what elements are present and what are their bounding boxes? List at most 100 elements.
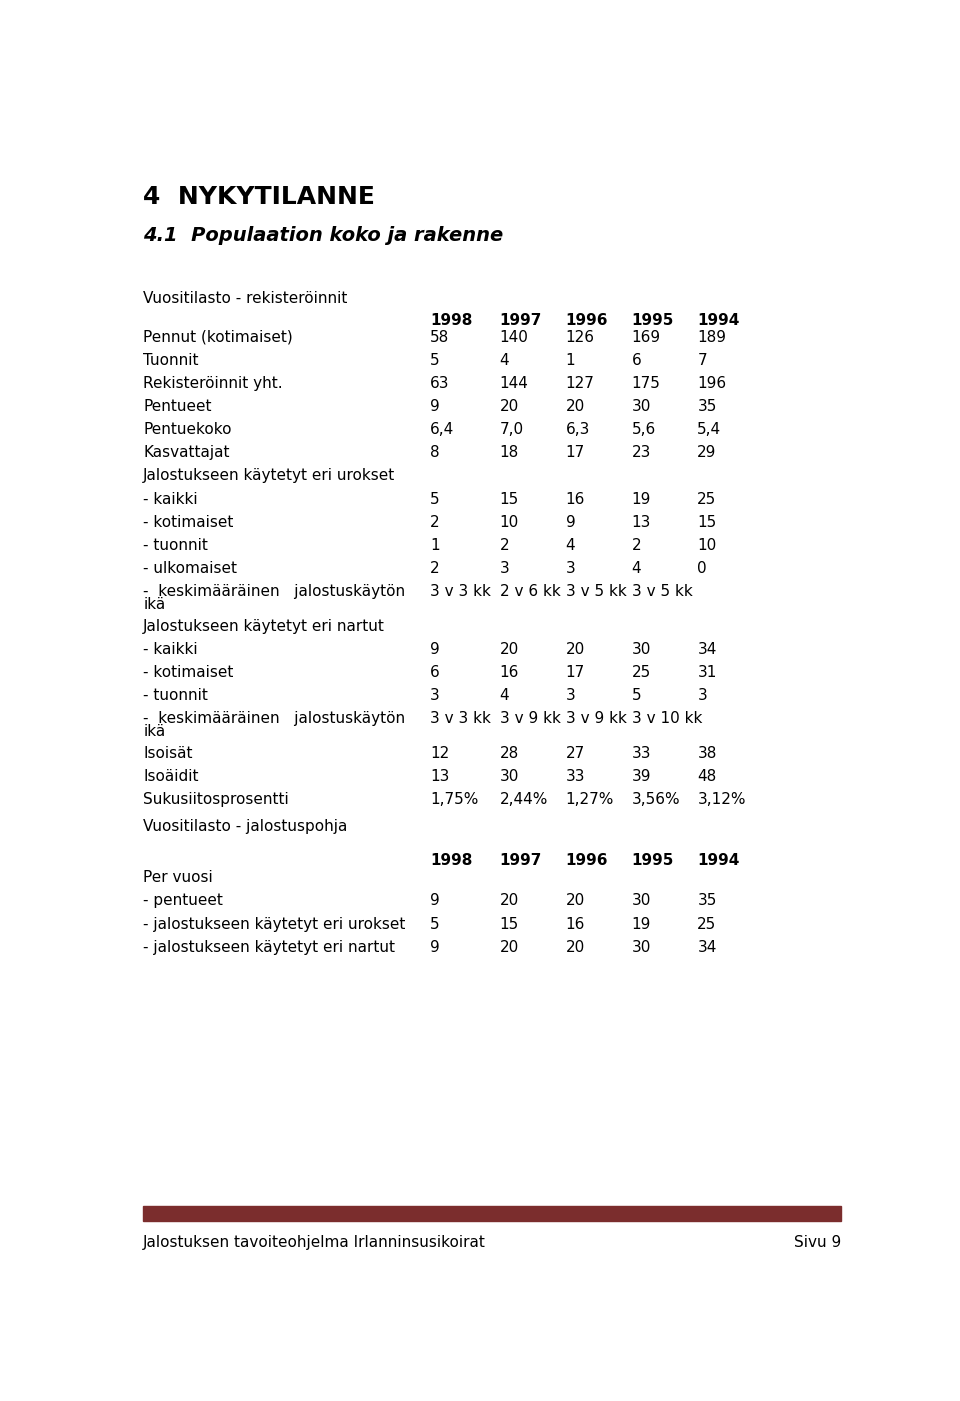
Text: Sukusiitosprosentti: Sukusiitosprosentti [143, 792, 289, 807]
Text: 2,44%: 2,44% [500, 792, 548, 807]
Text: -  keskimääräinen   jalostuskäytön: - keskimääräinen jalostuskäytön [143, 710, 405, 726]
Text: 196: 196 [697, 375, 727, 391]
Text: 30: 30 [500, 769, 519, 783]
Text: 169: 169 [632, 329, 660, 345]
Text: 10: 10 [500, 514, 519, 530]
Text: 29: 29 [697, 446, 717, 461]
Text: 58: 58 [430, 329, 449, 345]
Text: 4: 4 [500, 353, 510, 368]
Text: 5,6: 5,6 [632, 422, 656, 437]
Text: Sivu 9: Sivu 9 [794, 1234, 841, 1250]
Text: 2 v 6 kk: 2 v 6 kk [500, 584, 561, 598]
Text: 1994: 1994 [697, 853, 740, 869]
Text: Jalostukseen käytetyt eri nartut: Jalostukseen käytetyt eri nartut [143, 619, 385, 633]
Text: - kaikki: - kaikki [143, 492, 198, 507]
Text: 20: 20 [500, 399, 519, 415]
Text: 9: 9 [430, 642, 440, 657]
Text: 20: 20 [500, 642, 519, 657]
Text: 20: 20 [500, 940, 519, 954]
Text: 20: 20 [565, 894, 585, 908]
Text: 1997: 1997 [500, 853, 542, 869]
Text: 15: 15 [500, 916, 519, 932]
Text: - kaikki: - kaikki [143, 642, 198, 657]
Text: 6,3: 6,3 [565, 422, 590, 437]
Text: 30: 30 [632, 894, 651, 908]
Text: - tuonnit: - tuonnit [143, 688, 208, 703]
Text: 140: 140 [500, 329, 529, 345]
Text: 35: 35 [697, 894, 717, 908]
Text: 12: 12 [430, 745, 449, 761]
Text: - kotimaiset: - kotimaiset [143, 514, 233, 530]
Text: 13: 13 [632, 514, 651, 530]
Text: 5: 5 [430, 916, 440, 932]
Text: 25: 25 [697, 492, 716, 507]
Text: 3: 3 [697, 688, 708, 703]
Text: 19: 19 [632, 492, 651, 507]
Text: 20: 20 [565, 940, 585, 954]
Text: Per vuosi: Per vuosi [143, 870, 213, 885]
Text: 4.1  Populaation koko ja rakenne: 4.1 Populaation koko ja rakenne [143, 226, 503, 245]
Text: 30: 30 [632, 642, 651, 657]
Text: 1997: 1997 [500, 312, 542, 328]
Text: 1,27%: 1,27% [565, 792, 614, 807]
Text: 16: 16 [500, 664, 519, 679]
Text: 6: 6 [430, 664, 440, 679]
Text: -  keskimääräinen   jalostuskäytön: - keskimääräinen jalostuskäytön [143, 584, 405, 598]
Text: 3 v 9 kk: 3 v 9 kk [500, 710, 561, 726]
Text: Isoisät: Isoisät [143, 745, 193, 761]
Text: 1998: 1998 [430, 312, 472, 328]
Text: 5: 5 [632, 688, 641, 703]
Text: Pentueet: Pentueet [143, 399, 212, 415]
Text: - pentueet: - pentueet [143, 894, 223, 908]
Text: 17: 17 [565, 664, 585, 679]
Text: 1: 1 [565, 353, 575, 368]
Text: 39: 39 [632, 769, 651, 783]
Text: Kasvattajat: Kasvattajat [143, 446, 229, 461]
Text: 17: 17 [565, 446, 585, 461]
Text: 3 v 5 kk: 3 v 5 kk [565, 584, 626, 598]
Text: Rekisteröinnit yht.: Rekisteröinnit yht. [143, 375, 283, 391]
Text: 0: 0 [697, 560, 707, 576]
Text: 6,4: 6,4 [430, 422, 454, 437]
Text: 7: 7 [697, 353, 707, 368]
Text: Tuonnit: Tuonnit [143, 353, 199, 368]
Text: 20: 20 [565, 642, 585, 657]
Text: 18: 18 [500, 446, 519, 461]
Text: 5: 5 [430, 492, 440, 507]
Text: 2: 2 [430, 560, 440, 576]
Text: Vuositilasto - jalostuspohja: Vuositilasto - jalostuspohja [143, 818, 348, 834]
Text: 2: 2 [632, 538, 641, 553]
Text: 16: 16 [565, 492, 585, 507]
Text: 5: 5 [430, 353, 440, 368]
Text: 3: 3 [565, 688, 575, 703]
Text: 127: 127 [565, 375, 594, 391]
Text: 4: 4 [632, 560, 641, 576]
Text: 3: 3 [500, 560, 510, 576]
Text: Jalostuksen tavoiteohjelma Irlanninsusikoirat: Jalostuksen tavoiteohjelma Irlanninsusik… [143, 1234, 486, 1250]
Text: 144: 144 [500, 375, 529, 391]
Text: 3,56%: 3,56% [632, 792, 680, 807]
Text: 1995: 1995 [632, 312, 674, 328]
Text: 4: 4 [500, 688, 510, 703]
Text: ikä: ikä [143, 724, 165, 740]
Text: 1994: 1994 [697, 312, 740, 328]
Text: 35: 35 [697, 399, 717, 415]
Text: 13: 13 [430, 769, 449, 783]
Text: 9: 9 [565, 514, 575, 530]
Text: 126: 126 [565, 329, 594, 345]
Text: 8: 8 [430, 446, 440, 461]
Text: 1: 1 [430, 538, 440, 553]
Text: Isoäidit: Isoäidit [143, 769, 199, 783]
Text: 63: 63 [430, 375, 449, 391]
Text: - tuonnit: - tuonnit [143, 538, 208, 553]
Text: 25: 25 [697, 916, 716, 932]
Text: 3 v 10 kk: 3 v 10 kk [632, 710, 702, 726]
Text: Jalostukseen käytetyt eri urokset: Jalostukseen käytetyt eri urokset [143, 468, 396, 483]
Text: - jalostukseen käytetyt eri urokset: - jalostukseen käytetyt eri urokset [143, 916, 406, 932]
Text: 27: 27 [565, 745, 585, 761]
Text: 33: 33 [632, 745, 651, 761]
Text: 33: 33 [565, 769, 586, 783]
Text: 16: 16 [565, 916, 585, 932]
Text: 3 v 5 kk: 3 v 5 kk [632, 584, 692, 598]
Text: 3: 3 [430, 688, 440, 703]
